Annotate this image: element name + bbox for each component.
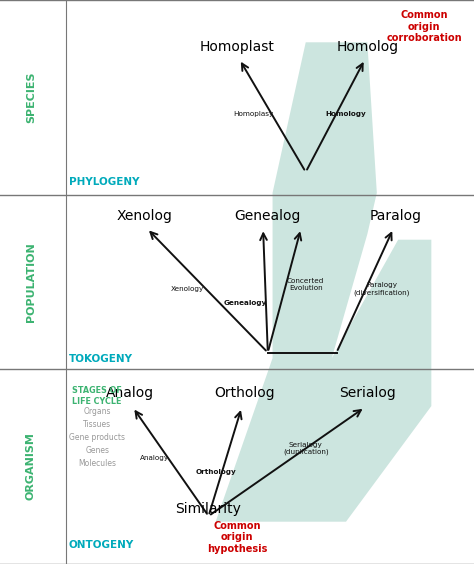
Text: Similarity: Similarity [176,502,241,516]
Text: PHYLOGENY: PHYLOGENY [69,177,139,187]
Text: Organs: Organs [83,407,111,416]
Text: Analogy: Analogy [139,455,169,461]
Text: Genes: Genes [85,446,109,455]
Text: Xenology: Xenology [171,286,204,292]
Text: Genealog: Genealog [235,209,301,223]
Text: POPULATION: POPULATION [26,242,36,322]
Text: Analog: Analog [106,386,155,400]
Text: Concerted
Evolution: Concerted Evolution [287,278,324,292]
Text: Homoplast: Homoplast [200,39,274,54]
Text: ONTOGENY: ONTOGENY [69,540,134,550]
Polygon shape [216,42,431,522]
Text: Genealogy: Genealogy [224,300,267,306]
Text: Paralogy
(diversification): Paralogy (diversification) [354,282,410,296]
Text: Homoplasy: Homoplasy [234,112,273,117]
Text: Serialog: Serialog [339,386,396,400]
Text: Molecules: Molecules [78,459,116,468]
Text: Paralog: Paralog [370,209,422,223]
Text: Ortholog: Ortholog [214,386,274,400]
Text: Tissues: Tissues [83,420,111,429]
Text: STAGES OF
LIFE CYCLE: STAGES OF LIFE CYCLE [73,386,122,406]
Text: Homology: Homology [326,112,366,117]
Text: Serialogy
(duplication): Serialogy (duplication) [283,442,328,455]
Text: Gene products: Gene products [69,433,125,442]
Text: Common
origin
corroboration: Common origin corroboration [386,10,462,43]
Text: ORGANISM: ORGANISM [26,433,36,500]
Text: Xenolog: Xenolog [117,209,173,223]
Text: Orthology: Orthology [195,469,236,475]
Text: Homolog: Homolog [336,39,399,54]
Text: SPECIES: SPECIES [26,71,36,123]
Text: TOKOGENY: TOKOGENY [69,354,133,364]
Text: Common
origin
hypothesis: Common origin hypothesis [207,521,267,554]
